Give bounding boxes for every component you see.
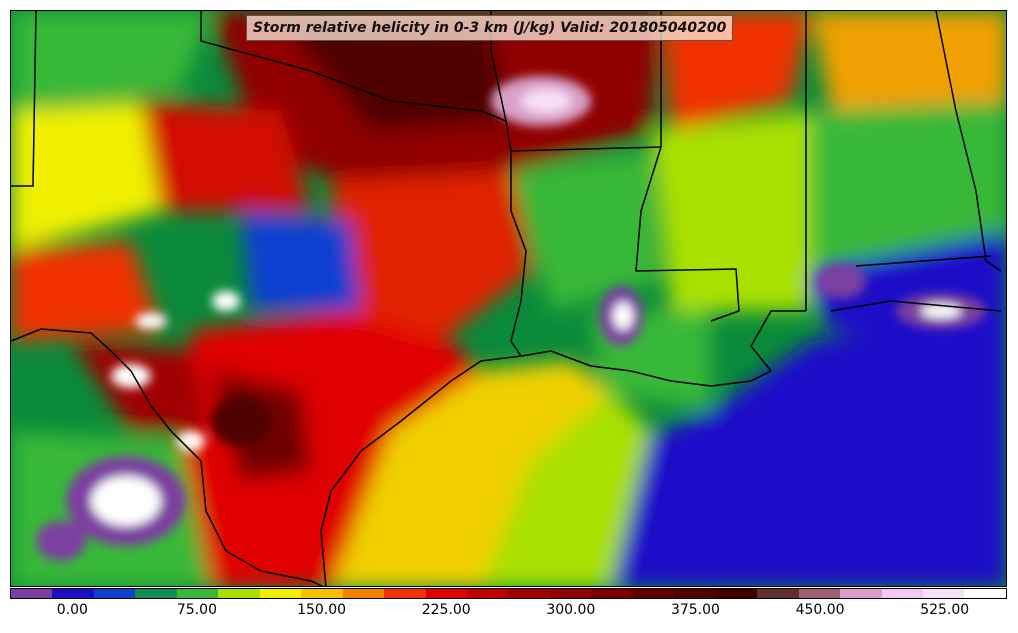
helicity-field bbox=[11, 11, 1006, 586]
colorbar-tick-label: 225.00 bbox=[421, 602, 471, 618]
colorbar-tick-label: 75.00 bbox=[176, 602, 217, 618]
colorbar-segment bbox=[881, 589, 923, 598]
colorbar-segment bbox=[674, 589, 716, 598]
colorbar-segment bbox=[52, 589, 94, 598]
helicity-map bbox=[10, 10, 1007, 587]
colorbar-segment bbox=[384, 589, 426, 598]
colorbar-segment bbox=[342, 589, 385, 598]
colorbar-segment bbox=[922, 589, 965, 598]
colorbar-segment bbox=[93, 589, 136, 598]
map-title: Storm relative helicity in 0-3 km (J/kg)… bbox=[246, 15, 734, 41]
colorbar-tick-label: 150.00 bbox=[297, 602, 347, 618]
colorbar-tick-labels: 0.00 75.00 150.00 225.00 300.00 375.00 450.00 5… bbox=[10, 602, 1007, 622]
colorbar-segment bbox=[301, 589, 343, 598]
colorbar-tick-label: 0.00 bbox=[56, 602, 88, 618]
colorbar-segment bbox=[840, 589, 882, 598]
colorbar-segment bbox=[135, 589, 177, 598]
colorbar-segment bbox=[591, 589, 633, 598]
colorbar-segment bbox=[466, 589, 509, 598]
colorbar-segment bbox=[798, 589, 841, 598]
colorbar-tick-label: 375.00 bbox=[670, 602, 720, 618]
colorbar-segment bbox=[259, 589, 302, 598]
colorbar bbox=[10, 588, 1007, 599]
colorbar-segment bbox=[425, 589, 467, 598]
colorbar-segment bbox=[715, 589, 758, 598]
colorbar-segment bbox=[11, 589, 53, 598]
colorbar-segment bbox=[549, 589, 592, 598]
colorbar-tick-label: 450.00 bbox=[795, 602, 845, 618]
colorbar-tick-label: 300.00 bbox=[546, 602, 596, 618]
state-borders bbox=[11, 11, 1002, 586]
colorbar-segment bbox=[508, 589, 550, 598]
colorbar-tick-label: 525.00 bbox=[920, 602, 970, 618]
colorbar-segment bbox=[964, 589, 1006, 598]
colorbar-segment bbox=[176, 589, 219, 598]
colorbar-segment bbox=[218, 589, 260, 598]
helicity-highs bbox=[36, 76, 986, 561]
map-canvas bbox=[11, 11, 1006, 586]
colorbar-segment bbox=[757, 589, 799, 598]
colorbar-segment bbox=[632, 589, 675, 598]
